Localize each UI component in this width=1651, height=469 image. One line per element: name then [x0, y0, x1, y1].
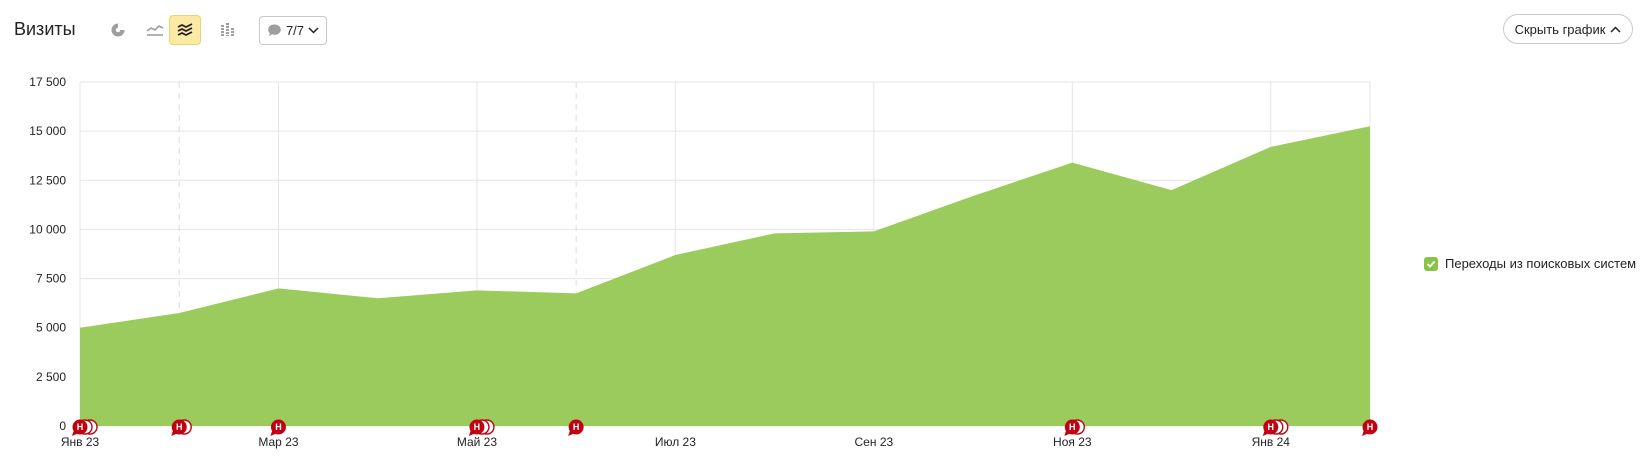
y-tick-label: 12 500	[29, 173, 66, 187]
note-marker[interactable]: Н	[468, 419, 495, 437]
page-title: Визиты	[14, 19, 76, 39]
note-label: Н	[1069, 422, 1076, 432]
note-marker[interactable]: Н	[171, 419, 192, 437]
note-tail	[568, 430, 576, 436]
series-area-path	[80, 126, 1370, 426]
x-tick-label: Янв 24	[1252, 435, 1291, 449]
note-label: Н	[77, 422, 84, 432]
note-tail	[270, 430, 278, 436]
y-tick-label: 10 000	[29, 222, 66, 236]
note-label: Н	[275, 422, 282, 432]
note-label: Н	[573, 422, 580, 432]
y-tick-label: 7 500	[36, 272, 66, 286]
chevron-up-icon	[1610, 25, 1621, 33]
note-label: Н	[1367, 422, 1374, 432]
note-marker[interactable]: Н	[270, 419, 286, 437]
note-tail	[468, 430, 476, 436]
note-bubble	[568, 419, 584, 435]
y-tick-label: 2 500	[36, 370, 66, 384]
note-label: Н	[474, 422, 481, 432]
note-label: Н	[1268, 422, 1275, 432]
x-tick-label: Ноя 23	[1053, 435, 1092, 449]
note-label: Н	[176, 422, 183, 432]
note-tail	[1362, 430, 1369, 436]
note-tail	[1262, 430, 1270, 436]
checkbox-icon[interactable]	[1424, 256, 1438, 271]
y-tick-label: 0	[59, 419, 66, 433]
hide-chart-label: Скрыть график	[1514, 21, 1606, 37]
area-chart: 0 2 500 5 000 7 500 10 000 12 500 15 000 17 500…	[29, 75, 1378, 449]
legend-item[interactable]: Переходы из поисковых систем	[1424, 256, 1636, 271]
note-bubble	[469, 419, 485, 435]
note-bubble	[171, 419, 187, 435]
note-tail	[72, 430, 79, 436]
pie-chart-icon[interactable]	[102, 15, 134, 45]
notes-count: 7/7	[285, 23, 305, 38]
comment-icon	[268, 24, 281, 37]
legend-label: Переходы из поисковых систем	[1445, 256, 1637, 271]
x-tick-label: Янв 23	[61, 435, 100, 449]
y-tick-label: 15 000	[29, 124, 66, 138]
note-bubble	[1064, 419, 1080, 435]
note-bubble	[270, 419, 286, 435]
hide-chart-button[interactable]: Скрыть график	[1503, 14, 1633, 44]
line-chart-icon[interactable]	[139, 15, 171, 45]
series-area	[80, 126, 1370, 426]
note-marker[interactable]: Н	[1362, 419, 1378, 437]
note-marker[interactable]: Н	[1064, 419, 1086, 437]
note-bubble	[72, 419, 88, 435]
y-axis: 0 2 500 5 000 7 500 10 000 12 500 15 000 17 500	[29, 75, 66, 433]
bar-chart-icon[interactable]	[212, 15, 244, 45]
note-tail	[171, 430, 179, 436]
note-bubble	[1362, 419, 1378, 435]
chevron-down-icon	[308, 27, 319, 34]
note-tail	[1064, 430, 1072, 436]
note-marker[interactable]: Н	[72, 419, 98, 437]
x-tick-label: Сен 23	[855, 435, 894, 449]
x-tick-label: Июл 23	[655, 435, 696, 449]
x-tick-label: Май 23	[457, 435, 498, 449]
area-chart-icon[interactable]	[169, 15, 201, 45]
note-bubble	[1263, 419, 1279, 435]
x-axis: Янв 23 Мар 23 Май 23 Июл 23 Сен 23 Ноя 23 Янв …	[61, 435, 1290, 449]
x-tick-label: Мар 23	[258, 435, 298, 449]
note-marker[interactable]: Н	[568, 419, 584, 437]
notes-filter-button[interactable]: 7/7	[259, 16, 327, 45]
y-tick-label: 17 500	[29, 75, 66, 89]
y-tick-label: 5 000	[36, 321, 66, 335]
note-marker[interactable]: Н	[1262, 419, 1289, 437]
